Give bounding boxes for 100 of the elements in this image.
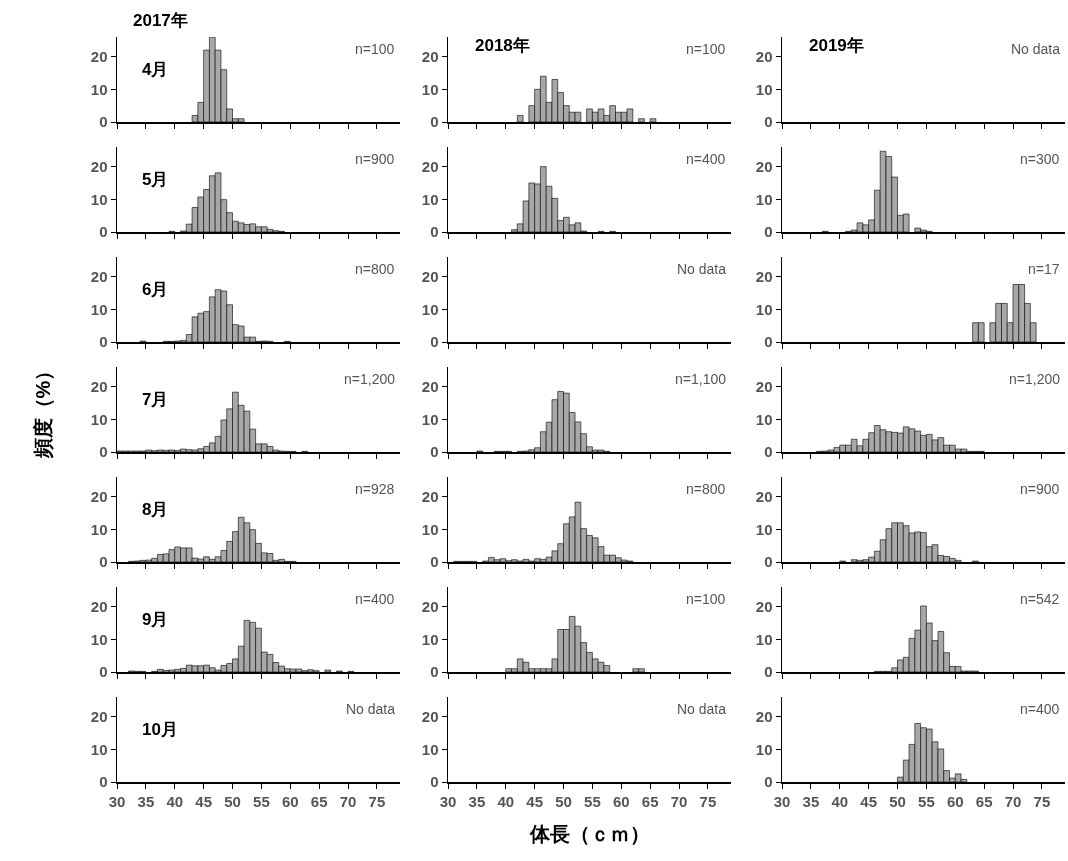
y-tick-label: 20 [90,377,108,395]
y-tick-label: 10 [421,630,439,648]
annotation: n=17 [1028,261,1060,277]
x-tick-label: 30 [108,792,126,810]
annotation: n=800 [686,481,726,497]
annotation: No data [677,261,727,277]
y-tick-label: 0 [430,113,439,131]
text: 9月 [142,610,169,629]
y-tick-label: 20 [755,157,773,175]
text: 7月 [142,390,169,409]
text: 8月 [142,500,169,519]
y-tick-label: 0 [764,223,773,241]
y-tick-label: 10 [421,300,439,318]
annotation: n=928 [355,481,395,497]
x-tick-label: 50 [224,792,241,810]
x-tick-label: 55 [584,792,601,810]
annotation: n=900 [355,151,395,167]
y-tick-label: 0 [430,333,439,351]
y-tick-label: 20 [755,707,773,725]
x-tick-label: 45 [195,792,212,810]
annotation: n=1,100 [675,371,727,387]
x-tick-label: 70 [1004,792,1022,810]
y-tick-label: 20 [755,267,773,285]
x-tick-label: 40 [497,792,515,810]
y-tick-label: 0 [430,553,439,571]
y-tick-label: 0 [99,663,108,681]
annotation: No data [677,701,727,717]
y-tick-label: 20 [755,487,773,505]
y-tick-label: 0 [430,773,439,791]
x-tick-label: 50 [889,792,906,810]
annotation: n=400 [686,151,726,167]
y-tick-label: 10 [90,410,108,428]
y-tick-label: 0 [99,773,108,791]
chart-title: 2018年 [475,36,530,55]
y-tick-label: 10 [755,520,773,538]
y-tick-label: 20 [90,267,108,285]
y-tick-label: 0 [430,223,439,241]
y-tick-label: 20 [755,597,773,615]
y-tick-label: 0 [764,113,773,131]
y-tick-label: 0 [764,553,773,571]
x-tick-label: 55 [918,792,935,810]
y-tick-label: 10 [755,740,773,758]
x-tick-label: 65 [641,792,659,810]
y-tick-label: 20 [90,707,108,725]
y-tick-label: 20 [421,597,439,615]
y-tick-label: 20 [755,47,773,65]
x-tick-label: 75 [368,792,386,810]
x-axis-title: 体長（ｃｍ） [528,822,650,845]
y-tick-label: 10 [421,740,439,758]
x-tick-label: 55 [253,792,270,810]
y-tick-label: 10 [755,190,773,208]
y-tick-label: 10 [421,520,439,538]
annotation: n=542 [1020,591,1060,607]
y-tick-label: 0 [430,443,439,461]
annotation: n=800 [355,261,395,277]
y-tick-label: 0 [99,443,108,461]
x-tick-label: 40 [166,792,184,810]
x-tick-label: 45 [860,792,877,810]
text: 5月 [142,170,169,189]
y-tick-label: 10 [755,630,773,648]
annotation: No data [1011,41,1061,57]
x-tick-label: 50 [555,792,572,810]
x-tick-label: 30 [773,792,791,810]
y-tick-label: 10 [755,300,773,318]
x-tick-label: 60 [946,792,964,810]
text: 10月 [142,720,178,739]
x-tick-label: 35 [468,792,486,810]
y-tick-label: 20 [421,157,439,175]
y-tick-label: 0 [430,663,439,681]
y-tick-label: 0 [99,333,108,351]
annotation: n=100 [686,41,726,57]
chart-title: 2019年 [809,36,864,55]
annotation: n=1,200 [1009,371,1061,387]
x-tick-label: 35 [802,792,820,810]
y-tick-label: 0 [99,113,108,131]
annotation: n=400 [355,591,395,607]
y-tick-label: 20 [421,377,439,395]
text: 4月 [142,60,169,79]
y-tick-label: 10 [90,740,108,758]
chart-title: 2017年 [133,11,188,30]
x-tick-label: 70 [339,792,357,810]
y-tick-label: 10 [421,80,439,98]
y-tick-label: 10 [90,630,108,648]
y-tick-label: 20 [90,47,108,65]
y-tick-label: 20 [755,377,773,395]
y-tick-label: 20 [90,487,108,505]
y-tick-label: 0 [99,553,108,571]
x-tick-label: 70 [670,792,688,810]
y-tick-label: 10 [755,410,773,428]
text: 6月 [142,280,169,299]
annotation: n=100 [686,591,726,607]
y-tick-label: 20 [421,47,439,65]
y-tick-label: 20 [421,707,439,725]
x-tick-label: 65 [310,792,328,810]
annotation: n=100 [355,41,395,57]
x-tick-label: 40 [831,792,849,810]
y-tick-label: 20 [90,157,108,175]
y-tick-label: 0 [764,773,773,791]
y-tick-label: 10 [90,190,108,208]
y-tick-label: 10 [90,300,108,318]
